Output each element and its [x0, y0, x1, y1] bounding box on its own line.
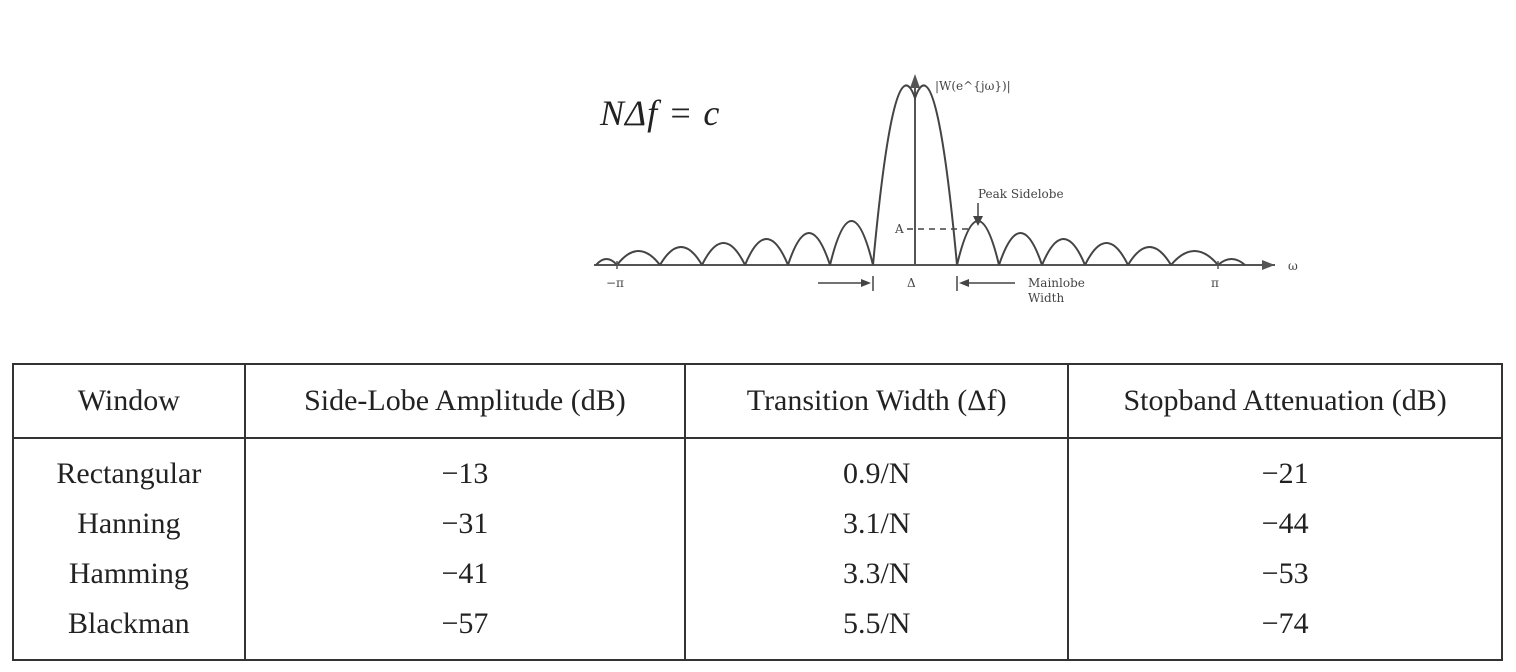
sidelobe-arch	[744, 238, 789, 266]
side-lobe-amplitude: −13	[244, 438, 687, 499]
window-comparison-table: Window Side-Lobe Amplitude (dB) Transiti…	[12, 363, 1503, 661]
sidelobes-group	[595, 220, 1246, 266]
header-side-lobe-amplitude: Side-Lobe Amplitude (dB)	[244, 364, 687, 439]
sidelobe-arch	[829, 220, 874, 266]
sidelobe-arch	[956, 220, 1000, 266]
sidelobe-arch	[1217, 258, 1246, 266]
transition-width: 0.9/N	[685, 438, 1070, 499]
window-spectrum-diagram: A Peak Sidelobe |W(e^{jω})| ω −π π Δ Mai…	[594, 74, 1298, 305]
stopband-attenuation: −21	[1261, 457, 1309, 490]
amplitude-marker-label: A	[894, 222, 904, 236]
side-lobe-amplitude: −31	[244, 499, 687, 549]
table-row: Hanning −31 3.1/N −44	[13, 499, 1502, 549]
delta-label: Δ	[907, 276, 916, 290]
side-lobe-amplitude: −41	[244, 549, 687, 599]
sidelobe-arch	[1170, 250, 1219, 266]
sidelobe-arch	[595, 258, 618, 266]
mainlobe-width-label-2: Width	[1028, 291, 1064, 305]
sidelobe-arch	[616, 250, 661, 266]
window-name: Hamming	[13, 549, 246, 599]
mainlobe-left-arrowhead	[861, 279, 871, 287]
mainlobe	[872, 84, 958, 266]
header-window: Window	[13, 364, 246, 439]
sidelobe-arch	[787, 232, 831, 266]
transition-width: 5.5/N	[685, 599, 1070, 660]
sidelobe-arch	[659, 246, 703, 266]
right-limit-label: π	[1211, 276, 1219, 290]
sidelobe-arch	[1127, 246, 1172, 266]
table-row: Hamming −41 3.3/N −53	[13, 549, 1502, 599]
sidelobe-arch	[998, 232, 1043, 266]
sidelobe-arch	[1041, 238, 1086, 266]
mainlobe-width-label-1: Mainlobe	[1028, 276, 1085, 290]
window-name: Hanning	[13, 499, 246, 549]
y-axis-arrow	[910, 74, 920, 88]
side-lobe-amplitude: −57	[244, 599, 687, 660]
window-name: Rectangular	[13, 438, 246, 499]
transition-width: 3.1/N	[685, 499, 1070, 549]
table-header-row: Window Side-Lobe Amplitude (dB) Transiti…	[13, 364, 1502, 439]
stopband-attenuation: −53	[1261, 557, 1309, 590]
peak-sidelobe-arrowhead	[973, 216, 983, 226]
formula-n-delta-f: NΔf = c	[600, 93, 721, 133]
left-limit-label: −π	[606, 276, 624, 290]
sidelobe-arch	[701, 242, 746, 266]
x-axis-label: ω	[1288, 259, 1298, 273]
header-stopband-attenuation: Stopband Attenuation (dB)	[1068, 364, 1502, 439]
header-transition-width: Transition Width (Δf)	[685, 364, 1070, 439]
x-axis-arrow	[1262, 260, 1275, 270]
stopband-attenuation: −44	[1261, 507, 1309, 540]
table-row: Rectangular −13 0.9/N −21	[13, 438, 1502, 499]
y-axis-label: |W(e^{jω})|	[935, 79, 1011, 93]
peak-sidelobe-label: Peak Sidelobe	[978, 187, 1064, 201]
sidelobe-arch	[1084, 242, 1129, 266]
transition-width: 3.3/N	[685, 549, 1070, 599]
stopband-attenuation: −74	[1261, 607, 1309, 640]
table-row: Blackman −57 5.5/N −74	[13, 599, 1502, 660]
window-name: Blackman	[13, 599, 246, 660]
